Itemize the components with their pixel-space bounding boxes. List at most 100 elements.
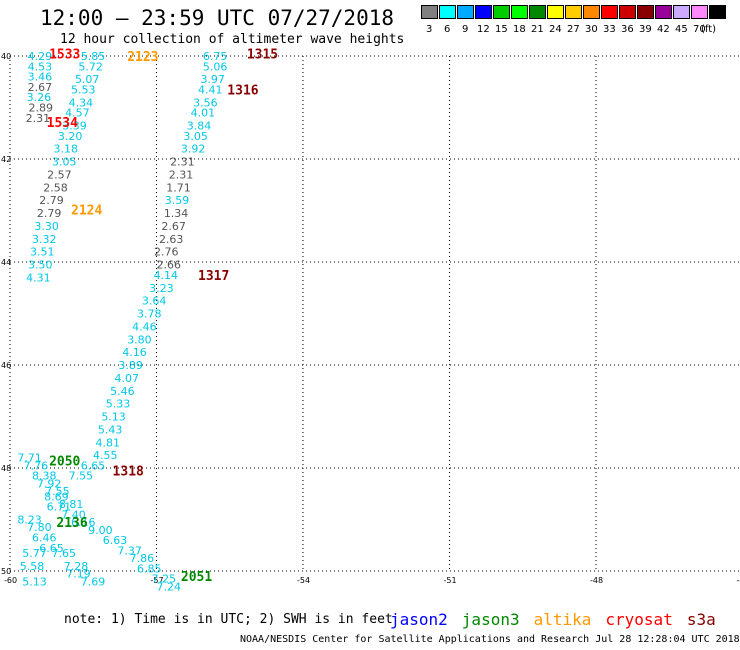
- scale-label: 39: [639, 24, 652, 35]
- swh-value: 5.72: [78, 60, 103, 73]
- swh-value: 9.00: [88, 524, 113, 537]
- scale-swatch: [583, 5, 600, 19]
- scale-label: 9: [462, 24, 469, 35]
- lat-tick-label: 42: [1, 155, 11, 164]
- swh-value: 3.92: [181, 143, 206, 156]
- swh-value: 7.80: [27, 521, 52, 534]
- swh-value: 8.69: [44, 490, 69, 503]
- swh-value: 3.97: [200, 73, 225, 86]
- swh-value: 2.67: [28, 81, 53, 94]
- swh-value: 5.07: [75, 73, 100, 86]
- scale-swatch: [601, 5, 618, 19]
- swh-value: 6.63: [103, 534, 128, 547]
- swh-value: 7.40: [61, 508, 86, 521]
- satellite-legend-item: altika: [533, 610, 592, 629]
- units-note: note: 1) Time is in UTC; 2) SWH is in fe…: [64, 612, 393, 627]
- swh-value: 5.13: [22, 575, 47, 588]
- swh-value: 5.13: [101, 411, 126, 424]
- pass-time-label: 1318: [113, 465, 144, 480]
- swh-value: 2.67: [161, 220, 186, 233]
- swh-value: 7.37: [117, 544, 142, 557]
- scale-label: 30: [585, 24, 598, 35]
- swh-value: 2.31: [170, 156, 195, 169]
- scale-swatch: [493, 5, 510, 19]
- swh-value: 2.31: [169, 168, 194, 181]
- swh-value: 2.58: [43, 181, 68, 194]
- scale-unit: (ft): [701, 24, 717, 35]
- swh-value: 7.55: [69, 470, 94, 483]
- swh-value: 5.85: [81, 50, 106, 63]
- pass-time-label: 2136: [56, 516, 87, 531]
- lat-tick-label: 40: [1, 52, 11, 61]
- swh-value: 5.53: [71, 83, 96, 96]
- swh-value: 7.92: [37, 477, 62, 490]
- swh-value: 3.46: [28, 71, 53, 84]
- satellite-legend-item: jason2: [390, 610, 448, 629]
- swh-value: 3.80: [127, 333, 152, 346]
- swh-value: 4.41: [198, 83, 223, 96]
- swh-value: 3.30: [34, 220, 59, 233]
- swh-value: 3.84: [187, 120, 212, 133]
- swh-value: 6.71: [47, 501, 72, 514]
- swh-value: 7.69: [81, 575, 106, 588]
- swh-value: 7.71: [17, 452, 42, 465]
- swh-value: 3.18: [53, 143, 78, 156]
- scale-swatch: [655, 5, 672, 19]
- swh-value: 1.34: [164, 207, 189, 220]
- scale-label: 6: [444, 24, 451, 35]
- scale-swatch: [439, 5, 456, 19]
- scale-label: 45: [675, 24, 688, 35]
- swh-value: 5.06: [203, 60, 228, 73]
- satellite-legend-item: jason3: [461, 610, 520, 629]
- scale-label: 36: [621, 24, 634, 35]
- swh-value: 2.31: [26, 112, 51, 125]
- swh-value: 3.05: [183, 130, 208, 143]
- lon-tick-label: -60: [4, 576, 17, 585]
- swh-value: 3.56: [193, 96, 218, 109]
- swh-value: 4.57: [65, 107, 90, 120]
- swh-value: 6.85: [137, 562, 162, 575]
- swh-value: 5.58: [20, 560, 45, 573]
- swh-value: 5.33: [106, 398, 131, 411]
- pass-time-labels: 1533 2123 1315 1316 1534 2124 1317 2050 1318 2136…: [47, 47, 279, 585]
- swh-value: 8.23: [17, 514, 42, 527]
- scale-label: 33: [603, 24, 616, 35]
- scale-label: 18: [513, 24, 526, 35]
- swh-value: 3.59: [165, 194, 190, 207]
- swh-value: 5.46: [110, 385, 135, 398]
- pass-time-label: 1315: [247, 47, 278, 62]
- swh-value: 5.43: [98, 423, 123, 436]
- swh-value: 3.64: [142, 295, 167, 308]
- pass-time-label: 1316: [227, 83, 258, 98]
- swh-value: 4.55: [93, 449, 118, 462]
- pass-time-label: 1534: [47, 116, 78, 131]
- swh-value: 3.89: [118, 359, 143, 372]
- swh-value: 2.79: [39, 194, 64, 207]
- scale-swatch: [565, 5, 582, 19]
- swh-value: 2.79: [37, 207, 62, 220]
- swh-value: 3.50: [28, 259, 53, 272]
- pass-time-label: 1533: [49, 47, 80, 62]
- swh-value: 4.07: [115, 372, 139, 385]
- swh-value: 8.38: [32, 470, 56, 483]
- swh-value: 7.25: [152, 573, 177, 586]
- satellite-legend-item: s3a: [686, 610, 716, 629]
- swh-value: 8.81: [59, 498, 83, 511]
- scale-swatch: [511, 5, 528, 19]
- swh-value: 4.29: [28, 50, 53, 63]
- swh-value: 2.57: [47, 168, 72, 181]
- swh-value: 7.24: [157, 580, 182, 593]
- swh-value: 6.65: [81, 459, 106, 472]
- swh-value: 4.16: [122, 346, 147, 359]
- satellite-legend: jason2 jason3 altika cryosat s3a: [390, 610, 730, 629]
- satellite-legend-item: cryosat: [605, 610, 673, 629]
- scale-label: 70: [693, 24, 706, 35]
- scale-label: 27: [567, 24, 580, 35]
- scale-swatch: [637, 5, 654, 19]
- scale-swatch: [673, 5, 690, 19]
- pass-time-label: 2124: [71, 203, 102, 218]
- scale-label: 15: [495, 24, 508, 35]
- swh-value: 2.89: [29, 102, 54, 115]
- lat-tick-label: 44: [1, 258, 11, 267]
